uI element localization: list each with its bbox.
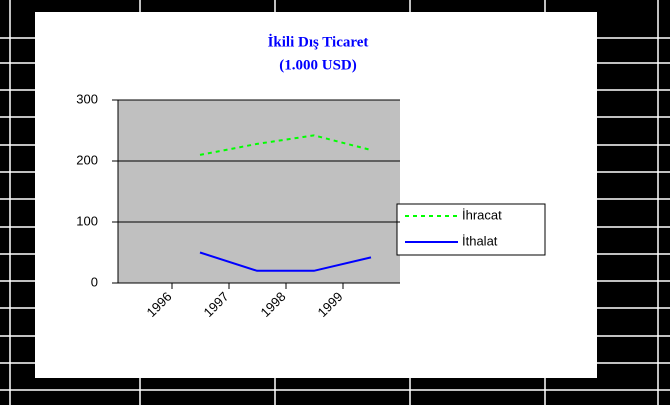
y-tick-label: 300	[76, 91, 98, 106]
legend-label: İhracat	[462, 207, 502, 222]
y-tick-label: 200	[76, 152, 98, 167]
legend	[396, 203, 546, 256]
legend-label: İthalat	[462, 233, 498, 248]
chart-title: İkili Dış Ticaret	[268, 33, 369, 50]
series-line	[199, 251, 372, 272]
chart-subtitle: (1.000 USD)	[279, 57, 357, 73]
y-tick-label: 100	[76, 213, 98, 228]
y-tick-label: 0	[91, 274, 98, 289]
plot-area	[118, 100, 400, 283]
series-line	[199, 134, 372, 156]
